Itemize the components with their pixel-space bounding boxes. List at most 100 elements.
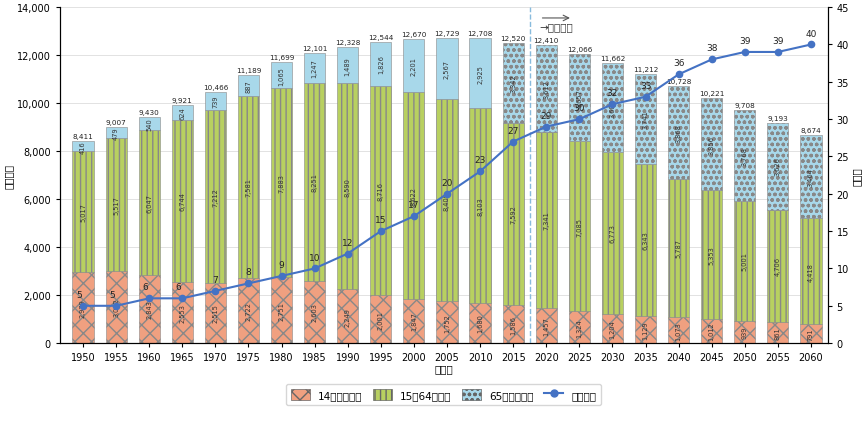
Text: 12,410: 12,410 bbox=[533, 38, 559, 44]
Text: 1,012: 1,012 bbox=[708, 322, 714, 341]
Bar bbox=[106, 139, 126, 271]
Bar bbox=[371, 295, 391, 343]
Text: 6,047: 6,047 bbox=[146, 194, 152, 212]
Bar bbox=[800, 136, 822, 218]
Text: 8,674: 8,674 bbox=[800, 128, 821, 134]
Bar bbox=[469, 109, 491, 303]
Bar bbox=[238, 97, 259, 278]
Text: 2,249: 2,249 bbox=[345, 307, 351, 326]
Text: 10,728: 10,728 bbox=[666, 79, 691, 85]
Bar bbox=[171, 282, 193, 343]
Text: 11,212: 11,212 bbox=[633, 67, 658, 73]
Text: 9,007: 9,007 bbox=[106, 120, 126, 126]
Text: 30: 30 bbox=[573, 104, 585, 113]
Text: 9,430: 9,430 bbox=[139, 110, 159, 116]
Text: 791: 791 bbox=[808, 328, 814, 340]
Bar bbox=[536, 46, 557, 133]
Text: 416: 416 bbox=[80, 141, 86, 153]
Bar bbox=[404, 40, 424, 93]
Bar bbox=[800, 324, 822, 343]
Bar bbox=[436, 100, 457, 301]
Bar bbox=[106, 271, 126, 343]
Text: 7,212: 7,212 bbox=[212, 187, 218, 206]
Text: 6: 6 bbox=[175, 283, 181, 292]
Text: 3,685: 3,685 bbox=[610, 99, 616, 118]
Bar bbox=[569, 55, 590, 142]
Text: 3,868: 3,868 bbox=[675, 123, 682, 142]
Bar bbox=[734, 321, 755, 343]
Text: 6,343: 6,343 bbox=[643, 231, 649, 250]
Text: 3,612: 3,612 bbox=[543, 80, 549, 99]
Text: 1,680: 1,680 bbox=[477, 314, 483, 333]
Bar bbox=[371, 87, 391, 295]
Bar bbox=[635, 316, 656, 343]
Text: 2,001: 2,001 bbox=[378, 310, 384, 329]
Text: 3,342: 3,342 bbox=[510, 74, 516, 93]
Text: 1,204: 1,204 bbox=[610, 319, 616, 338]
Bar bbox=[602, 152, 623, 314]
Text: 11,662: 11,662 bbox=[600, 56, 625, 62]
Text: 7: 7 bbox=[212, 275, 218, 284]
Text: 23: 23 bbox=[475, 156, 486, 165]
Text: 5,787: 5,787 bbox=[675, 239, 682, 258]
Text: 9,921: 9,921 bbox=[172, 98, 192, 104]
Text: 3,856: 3,856 bbox=[708, 135, 714, 154]
Bar bbox=[139, 117, 160, 130]
Text: →　推計値: → 推計値 bbox=[540, 22, 573, 33]
Bar bbox=[171, 121, 193, 282]
Text: 1,847: 1,847 bbox=[410, 312, 417, 331]
Text: 8,409: 8,409 bbox=[444, 191, 450, 210]
Text: 17: 17 bbox=[408, 201, 420, 210]
Bar bbox=[238, 75, 259, 97]
Text: 4,418: 4,418 bbox=[808, 262, 814, 281]
Text: 12,520: 12,520 bbox=[501, 36, 526, 42]
Text: 12,708: 12,708 bbox=[468, 31, 493, 37]
Text: 8,103: 8,103 bbox=[477, 197, 483, 215]
Text: 9: 9 bbox=[279, 261, 284, 269]
Bar bbox=[502, 43, 524, 123]
Bar bbox=[668, 318, 689, 343]
Text: 3,741: 3,741 bbox=[643, 111, 649, 129]
Bar bbox=[569, 142, 590, 312]
Text: 36: 36 bbox=[673, 59, 684, 68]
Bar bbox=[271, 63, 292, 89]
Text: 5,001: 5,001 bbox=[742, 252, 748, 270]
Text: 38: 38 bbox=[706, 44, 717, 53]
Bar bbox=[767, 322, 788, 343]
Text: 2,843: 2,843 bbox=[146, 300, 152, 319]
Bar bbox=[73, 272, 94, 343]
Bar bbox=[304, 281, 326, 343]
Bar bbox=[204, 111, 226, 283]
Text: 5: 5 bbox=[109, 290, 115, 299]
Text: 39: 39 bbox=[739, 37, 751, 46]
Bar bbox=[536, 133, 557, 308]
Text: 10,466: 10,466 bbox=[203, 85, 228, 91]
Bar bbox=[204, 283, 226, 343]
Bar bbox=[469, 39, 491, 109]
Text: 39: 39 bbox=[772, 37, 784, 46]
Text: 10,221: 10,221 bbox=[699, 91, 724, 97]
Text: 7,085: 7,085 bbox=[577, 217, 582, 237]
Text: 4,706: 4,706 bbox=[775, 257, 781, 276]
Bar bbox=[701, 319, 722, 343]
Bar bbox=[701, 191, 722, 319]
Bar bbox=[635, 164, 656, 316]
Text: 9,708: 9,708 bbox=[734, 103, 755, 109]
Bar bbox=[271, 277, 292, 343]
Text: 27: 27 bbox=[507, 126, 519, 135]
Text: 861: 861 bbox=[775, 327, 781, 339]
Text: 540: 540 bbox=[146, 118, 152, 130]
Text: 40: 40 bbox=[805, 30, 817, 38]
Text: 1,586: 1,586 bbox=[510, 315, 516, 334]
Text: 3,657: 3,657 bbox=[577, 89, 582, 108]
Bar bbox=[204, 93, 226, 111]
Text: 11,699: 11,699 bbox=[268, 55, 294, 61]
Text: 5: 5 bbox=[76, 290, 81, 299]
Text: 2,201: 2,201 bbox=[410, 57, 417, 76]
Text: 2,515: 2,515 bbox=[212, 304, 218, 322]
Text: 20: 20 bbox=[442, 178, 453, 187]
Bar bbox=[271, 89, 292, 277]
Text: 7,341: 7,341 bbox=[543, 211, 549, 230]
Text: 6,773: 6,773 bbox=[610, 224, 616, 243]
Bar bbox=[502, 305, 524, 343]
